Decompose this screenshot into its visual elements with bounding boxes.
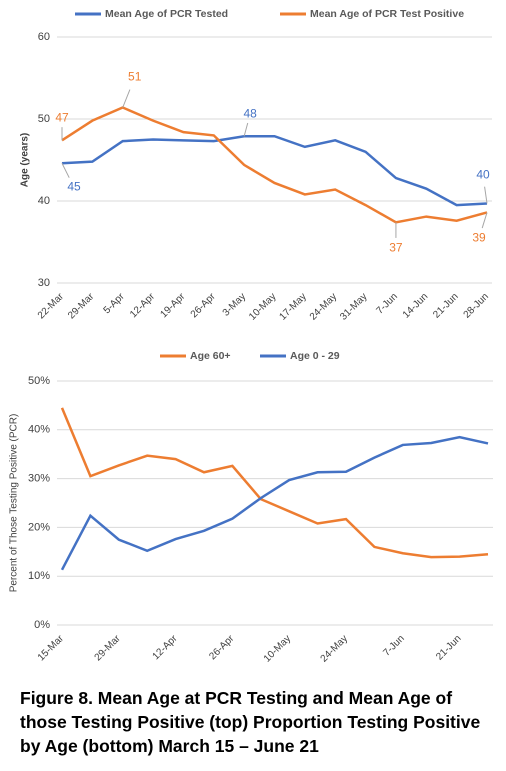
y-tick-label: 60 [38, 31, 50, 43]
y-tick-label: 40 [38, 195, 50, 207]
x-tick-label: 10-May [247, 291, 278, 322]
legend-label: Mean Age of PCR Test Positive [310, 8, 464, 20]
line-series [61, 134, 488, 207]
x-tick-label: 22-Mar [36, 291, 67, 322]
x-tick-label: 3-May [221, 291, 248, 318]
x-tick-label: 31-May [338, 291, 369, 322]
leader-line [122, 89, 131, 108]
x-tick-label: 10-May [262, 633, 293, 664]
line-series [60, 407, 489, 559]
x-tick-label: 21-Jun [434, 633, 463, 662]
line-series [61, 106, 488, 224]
data-label: 47 [55, 110, 69, 124]
x-tick-label: 28-Jun [462, 291, 491, 320]
x-tick-label: 26-Apr [189, 291, 218, 320]
y-tick-label: 30% [28, 473, 50, 485]
x-tick-label: 7-Jun [374, 291, 399, 316]
data-label: 39 [472, 231, 486, 245]
y-tick-label: 50% [28, 375, 50, 387]
y-axis-label: Percent of Those Testing Positive (PCR) [9, 414, 20, 593]
x-tick-label: 29-Mar [66, 291, 97, 322]
x-tick-label: 12-Apr [128, 291, 157, 320]
x-tick-label: 7-Jun [381, 633, 406, 658]
line-series [60, 435, 489, 571]
data-label: 40 [476, 168, 490, 182]
y-tick-label: 40% [28, 424, 50, 436]
leader-line [61, 163, 70, 178]
legend-label: Mean Age of PCR Tested [105, 8, 228, 20]
leader-line [484, 186, 488, 204]
legend-label: Age 0 - 29 [290, 350, 340, 362]
x-tick-label: 24-May [319, 633, 350, 664]
data-label: 48 [243, 106, 257, 120]
x-tick-label: 26-Apr [207, 633, 236, 662]
leader-line [481, 212, 488, 229]
y-axis-label: Age (years) [20, 133, 31, 187]
data-label: 37 [389, 240, 403, 254]
leader-line [243, 122, 249, 137]
x-tick-label: 15-Mar [36, 633, 67, 664]
data-label: 51 [128, 70, 142, 84]
x-tick-label: 17-May [277, 291, 308, 322]
y-tick-label: 0% [34, 619, 50, 631]
y-tick-label: 50 [38, 113, 50, 125]
x-tick-label: 5-Apr [102, 291, 128, 317]
x-tick-label: 14-Jun [401, 291, 430, 320]
x-tick-label: 29-Mar [93, 633, 124, 664]
y-tick-label: 30 [38, 277, 50, 289]
x-tick-label: 19-Apr [158, 291, 187, 320]
x-tick-label: 12-Apr [151, 633, 180, 662]
data-label: 45 [67, 179, 81, 193]
caption: Figure 8. Mean Age at PCR Testing and Me… [20, 688, 481, 756]
y-tick-label: 10% [28, 570, 50, 582]
x-tick-label: 21-Jun [431, 291, 460, 320]
x-tick-label: 24-May [308, 291, 339, 322]
y-tick-label: 20% [28, 521, 50, 533]
legend-label: Age 60+ [190, 350, 231, 362]
